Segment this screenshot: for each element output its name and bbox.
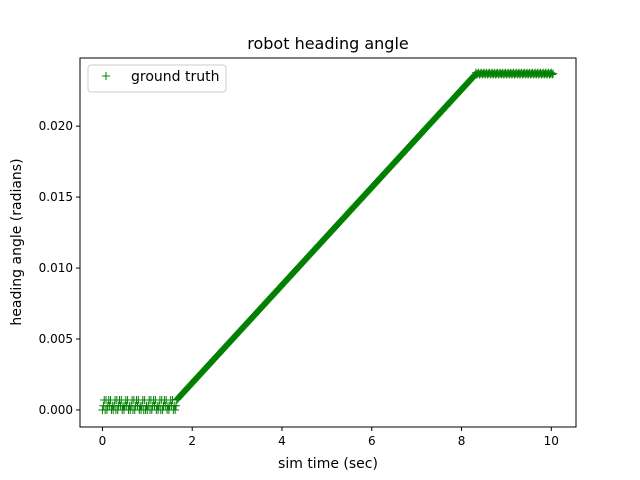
legend-marker-icon [102,72,110,80]
x-tick-label: 0 [99,434,107,448]
x-tick-label: 4 [278,434,286,448]
data-point [172,401,181,410]
series-ground-truth [98,68,558,414]
data-point [547,68,556,77]
legend-box [87,64,227,93]
data-point [548,70,557,79]
x-axis: 0 2 4 6 8 10 [99,427,559,448]
legend-label: ground truth [131,69,219,85]
x-tick-label: 2 [188,434,196,448]
x-tick-label: 8 [458,434,466,448]
y-axis-label: heading angle (radians) [9,158,25,325]
x-tick-label: 6 [368,434,376,448]
y-axis: 0.000 0.005 0.010 0.015 0.020 [39,119,80,417]
y-tick-label: 0.000 [39,403,73,417]
data-point [549,69,558,78]
x-tick-label: 10 [544,434,559,448]
x-axis-label: sim time (sec) [278,456,378,472]
legend-marker-plus [102,72,110,80]
legend: ground truth [87,64,227,93]
chart-title: robot heading angle [247,34,408,53]
data-point [171,405,180,414]
y-tick-label: 0.005 [39,332,73,346]
plot-frame [79,57,577,428]
y-tick-label: 0.015 [39,190,73,204]
y-tick-label: 0.020 [39,119,73,133]
y-tick-label: 0.010 [39,261,73,275]
